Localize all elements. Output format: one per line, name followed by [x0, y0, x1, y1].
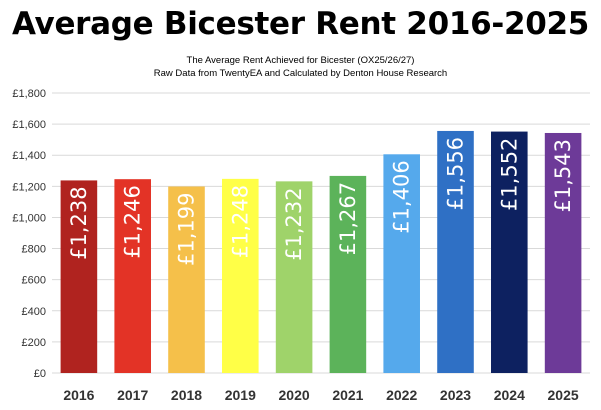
bars — [60, 130, 582, 373]
y-tick-label: £400 — [22, 306, 46, 318]
chart-title: Average Bicester Rent 2016-2025 — [11, 6, 590, 42]
y-tick-label: £1,600 — [12, 119, 46, 131]
bar-2020 — [275, 181, 313, 373]
x-tick-label: 2018 — [171, 387, 202, 403]
chart-subtitle-line-2: Raw Data from TwentyEA and Calculated by… — [153, 68, 448, 79]
bar-2019 — [222, 178, 259, 373]
y-tick-label: £600 — [22, 275, 46, 287]
y-tick-label: £1,400 — [12, 150, 46, 162]
bar-2021 — [329, 175, 367, 373]
data-label-2018: £1,199 — [175, 192, 199, 265]
data-labels: £1,238 £1,246 £1,199 £1,248 £1,232 £1,267 £1,4… — [67, 137, 575, 266]
data-label-2021: £1,267 — [336, 182, 360, 255]
y-tick-label: £1,200 — [12, 181, 46, 193]
x-tick-label: 2022 — [386, 387, 417, 403]
x-tick-label: 2024 — [494, 387, 525, 403]
y-tick-label: £0 — [34, 368, 46, 380]
bar-2018 — [168, 186, 205, 373]
y-tick-label: £1,000 — [12, 212, 46, 224]
chart-subtitle-line-1: The Average Rent Achieved for Bicester (… — [186, 55, 415, 66]
data-label-2023: £1,556 — [444, 137, 468, 210]
data-label-2016: £1,238 — [67, 186, 91, 259]
x-tick-label: 2020 — [279, 387, 310, 403]
bar-2022 — [383, 154, 420, 373]
x-axis-ticks: 2016 2017 2018 2019 2020 2021 2022 2023 2024 2025 — [63, 387, 579, 403]
bar-2017 — [114, 179, 151, 373]
x-tick-label: 2019 — [225, 387, 256, 403]
x-tick-label: 2016 — [63, 387, 94, 403]
x-tick-label: 2023 — [440, 387, 471, 403]
data-label-2019: £1,248 — [228, 185, 252, 258]
data-label-2024: £1,552 — [497, 138, 521, 211]
x-tick-label: 2021 — [332, 387, 363, 403]
bar-2025 — [544, 132, 582, 373]
y-axis-ticks: £0 £200 £400 £600 £800 £1,000 £1,200 £1,400 £1,6… — [12, 88, 46, 380]
bar-2024 — [491, 131, 528, 373]
bar-2016 — [60, 180, 98, 373]
y-tick-label: £1,800 — [12, 88, 46, 100]
data-label-2025: £1,543 — [551, 139, 575, 212]
y-tick-label: £200 — [22, 337, 46, 349]
data-label-2022: £1,406 — [390, 160, 414, 233]
bar-2023 — [437, 130, 474, 373]
x-tick-label: 2025 — [548, 387, 579, 403]
y-tick-label: £800 — [22, 244, 46, 256]
data-label-2017: £1,246 — [121, 185, 145, 258]
x-tick-label: 2017 — [117, 387, 148, 403]
data-label-2020: £1,232 — [282, 187, 306, 260]
